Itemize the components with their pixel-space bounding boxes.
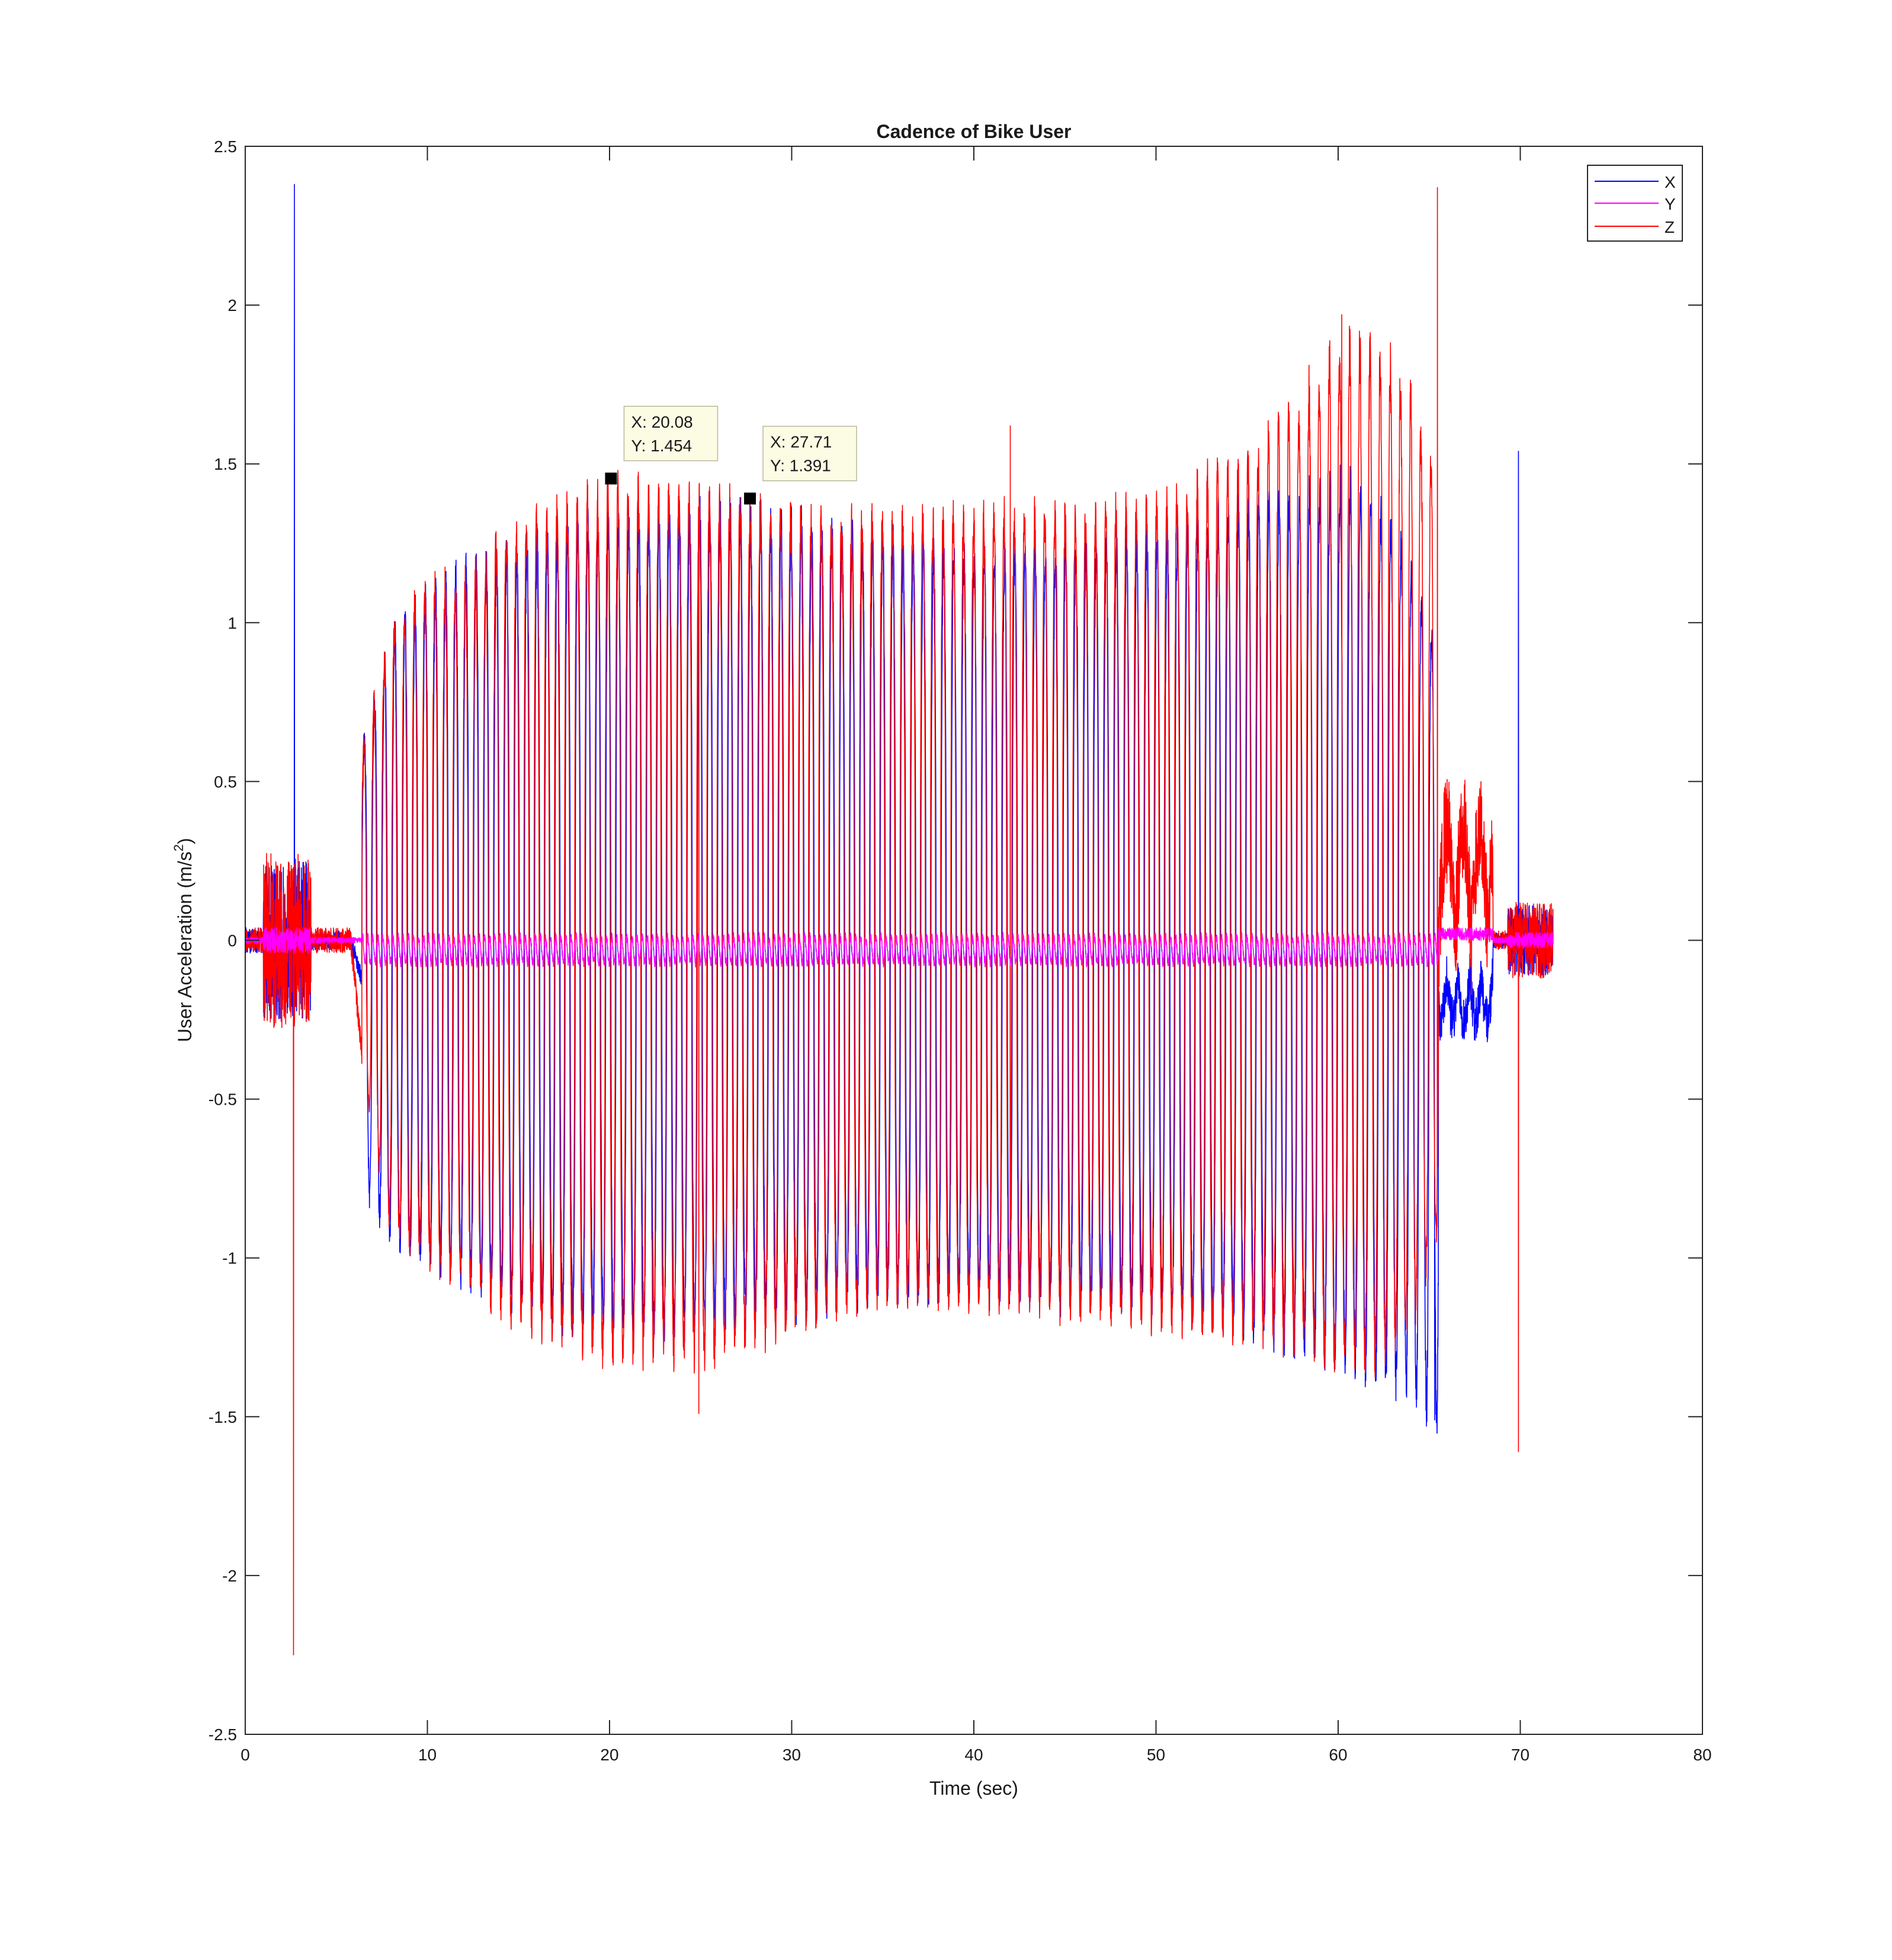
y-tick-label: 1.5 xyxy=(214,455,237,473)
series-y-line xyxy=(245,927,1554,968)
y-axis-label-main: User Acceleration (m/s xyxy=(174,852,195,1042)
x-tick-label: 60 xyxy=(1329,1746,1347,1764)
datatip-layer: X: 20.08 Y: 1.454 X: 27.71 Y: 1.391 xyxy=(605,406,857,505)
datatip-y-label: Y: 1.391 xyxy=(770,457,831,475)
y-tick-label: 1 xyxy=(227,614,237,632)
chart-title: Cadence of Bike User xyxy=(876,121,1071,142)
legend-label-x: X xyxy=(1665,173,1676,191)
x-tick-label: 10 xyxy=(418,1746,437,1764)
y-axis-label: User Acceleration (m/s2) xyxy=(171,838,195,1042)
x-tick-label: 70 xyxy=(1511,1746,1529,1764)
y-tick-label: 2.5 xyxy=(214,137,237,156)
x-tick-label: 0 xyxy=(240,1746,250,1764)
x-tick-label: 40 xyxy=(964,1746,983,1764)
x-axis-label: Time (sec) xyxy=(929,1778,1018,1799)
y-tick-label: -1 xyxy=(222,1249,237,1268)
datatip-x-label: X: 27.71 xyxy=(770,433,832,451)
y-tick-label: -0.5 xyxy=(209,1090,237,1109)
y-tick-label: -1.5 xyxy=(209,1408,237,1426)
x-tick-label: 50 xyxy=(1147,1746,1165,1764)
y-tick-label: -2 xyxy=(222,1567,237,1585)
y-axis-label-sup: 2 xyxy=(171,844,186,851)
legend: X Y Z xyxy=(1587,165,1683,242)
x-tick-label: 20 xyxy=(600,1746,618,1764)
y-tick-label: 2 xyxy=(227,296,237,315)
legend-label-y: Y xyxy=(1665,195,1676,213)
series-layer xyxy=(245,184,1554,1656)
datatip-marker[interactable] xyxy=(605,472,617,485)
y-tick-label: 0.5 xyxy=(214,772,237,791)
x-tick-label: 80 xyxy=(1693,1746,1711,1764)
x-tick-label: 30 xyxy=(783,1746,801,1764)
y-axis-label-tail: ) xyxy=(174,838,195,845)
datatip-box xyxy=(762,425,857,482)
y-tick-label: -2.5 xyxy=(209,1725,237,1744)
ticks-layer: 0 10 20 30 40 50 60 70 80 2.5 2 1.5 1 0.5 0 -0.5 -1 -1.5 -… xyxy=(209,137,1712,1764)
datatip-x-label: X: 20.08 xyxy=(631,413,692,431)
datatip-y-label: Y: 1.454 xyxy=(631,437,692,455)
y-tick-label: 0 xyxy=(227,932,237,950)
datatip-box xyxy=(623,406,719,461)
datatip-marker[interactable] xyxy=(744,492,756,505)
series-z-line xyxy=(245,187,1554,1656)
legend-label-z: Z xyxy=(1665,218,1675,236)
